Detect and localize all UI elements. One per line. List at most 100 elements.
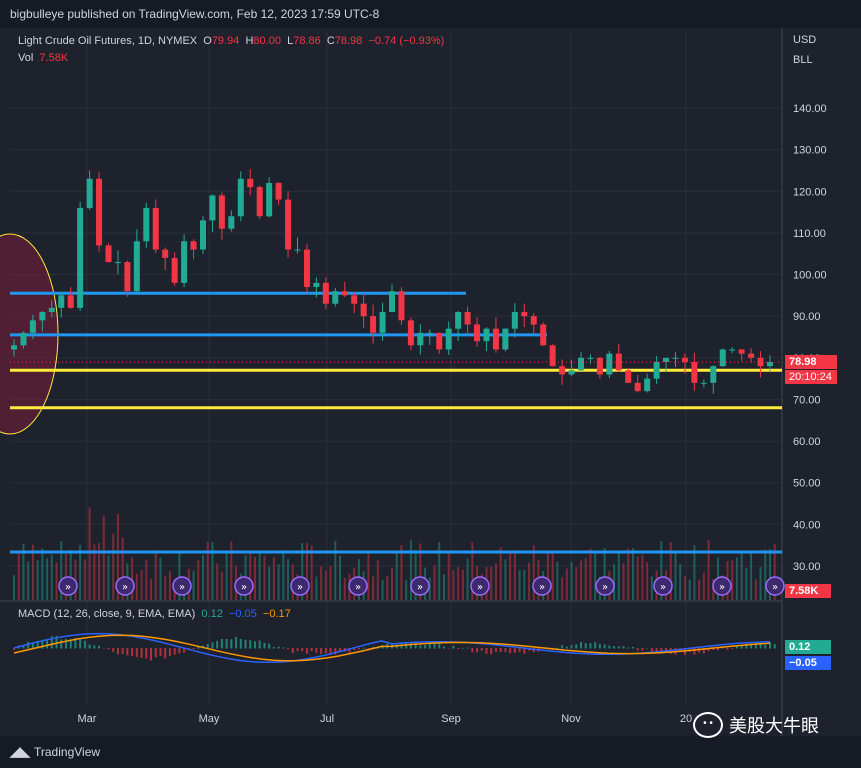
- candle-body[interactable]: [729, 349, 736, 351]
- candle-body[interactable]: [398, 291, 405, 321]
- candle-body[interactable]: [247, 178, 254, 188]
- candle-body[interactable]: [700, 382, 707, 384]
- candle-body[interactable]: [436, 332, 443, 350]
- candle-body[interactable]: [114, 262, 121, 264]
- event-marker-icon[interactable]: [765, 576, 785, 596]
- event-marker-icon[interactable]: [712, 576, 732, 596]
- volume-bar: [381, 579, 384, 600]
- candle-body[interactable]: [672, 357, 679, 359]
- candle-body[interactable]: [209, 195, 216, 221]
- candle-body[interactable]: [596, 357, 603, 375]
- candle-body[interactable]: [143, 207, 150, 242]
- candle-body[interactable]: [124, 262, 131, 292]
- candle-body[interactable]: [719, 349, 726, 367]
- candle-body[interactable]: [48, 307, 55, 313]
- candle-body[interactable]: [360, 303, 367, 317]
- candle-body[interactable]: [578, 357, 584, 371]
- volume-bar: [178, 550, 181, 600]
- candle-body[interactable]: [303, 249, 310, 288]
- candle-body[interactable]: [171, 257, 178, 283]
- candle-body[interactable]: [152, 207, 159, 250]
- candle-body[interactable]: [710, 366, 717, 383]
- macd-histogram-bar: [31, 642, 34, 649]
- macd-histogram-bar: [320, 648, 323, 655]
- candle-body[interactable]: [606, 353, 613, 375]
- event-marker-icon[interactable]: [595, 576, 615, 596]
- candle-body[interactable]: [691, 361, 698, 383]
- candle-body[interactable]: [218, 195, 225, 229]
- candle-body[interactable]: [86, 178, 93, 208]
- candle-body[interactable]: [748, 353, 755, 358]
- candle-body[interactable]: [275, 182, 282, 200]
- candle-body[interactable]: [133, 241, 140, 292]
- candle-body[interactable]: [625, 370, 632, 383]
- candle-body[interactable]: [266, 182, 273, 217]
- candle-body[interactable]: [351, 295, 358, 304]
- candle-body[interactable]: [767, 361, 773, 367]
- candle-body[interactable]: [568, 370, 575, 375]
- candle-body[interactable]: [228, 216, 235, 229]
- candle-body[interactable]: [738, 349, 745, 354]
- candle-body[interactable]: [341, 291, 348, 296]
- candle-body[interactable]: [190, 241, 197, 250]
- candle-body[interactable]: [511, 312, 518, 329]
- event-marker-icon[interactable]: [410, 576, 430, 596]
- candle-body[interactable]: [587, 357, 594, 359]
- candle-body[interactable]: [474, 324, 481, 342]
- candle-body[interactable]: [634, 382, 641, 392]
- candle-body[interactable]: [757, 357, 764, 367]
- candle-body[interactable]: [681, 357, 688, 362]
- event-marker-icon[interactable]: [172, 576, 192, 596]
- candle-body[interactable]: [417, 332, 424, 346]
- candle-body[interactable]: [445, 328, 452, 350]
- candle-body[interactable]: [67, 295, 74, 308]
- candle-body[interactable]: [379, 312, 386, 333]
- candle-body[interactable]: [11, 345, 17, 350]
- candle-body[interactable]: [502, 328, 509, 350]
- event-marker-icon[interactable]: [470, 576, 490, 596]
- event-marker-icon[interactable]: [115, 576, 135, 596]
- candle-body[interactable]: [322, 282, 329, 304]
- candle-body[interactable]: [105, 245, 112, 263]
- candle-body[interactable]: [294, 249, 301, 251]
- candle-body[interactable]: [559, 366, 566, 375]
- candle-body[interactable]: [237, 178, 244, 217]
- candle-body[interactable]: [370, 316, 377, 333]
- candle-body[interactable]: [389, 291, 395, 313]
- candle-body[interactable]: [426, 332, 433, 334]
- candle-body[interactable]: [77, 207, 84, 308]
- candle-body[interactable]: [181, 241, 188, 283]
- candle-body[interactable]: [256, 187, 263, 217]
- candle-body[interactable]: [663, 357, 670, 362]
- candle-body[interactable]: [483, 328, 490, 342]
- candle-body[interactable]: [540, 324, 547, 346]
- candle-body[interactable]: [200, 220, 206, 250]
- candle-body[interactable]: [20, 332, 27, 346]
- candle-body[interactable]: [549, 345, 556, 367]
- event-marker-icon[interactable]: [234, 576, 254, 596]
- candle-body[interactable]: [455, 312, 462, 329]
- event-marker-icon[interactable]: [58, 576, 78, 596]
- candle-body[interactable]: [39, 312, 46, 321]
- event-marker-icon[interactable]: [653, 576, 673, 596]
- candle-body[interactable]: [29, 320, 36, 333]
- volume-bar: [466, 558, 469, 600]
- candle-body[interactable]: [332, 291, 339, 304]
- candle-body[interactable]: [521, 312, 528, 317]
- event-marker-icon[interactable]: [348, 576, 368, 596]
- candle-body[interactable]: [407, 320, 414, 346]
- candle-body[interactable]: [313, 282, 320, 288]
- candle-body[interactable]: [464, 312, 471, 325]
- candle-body[interactable]: [58, 295, 65, 308]
- candle-body[interactable]: [653, 361, 660, 379]
- event-marker-icon[interactable]: [290, 576, 310, 596]
- event-marker-icon[interactable]: [532, 576, 552, 596]
- candle-body[interactable]: [96, 178, 103, 246]
- candle-body[interactable]: [530, 316, 537, 325]
- volume-bar: [263, 555, 266, 600]
- candle-body[interactable]: [162, 249, 169, 258]
- candle-body[interactable]: [492, 328, 499, 350]
- candle-body[interactable]: [285, 199, 292, 250]
- candle-body[interactable]: [644, 378, 651, 392]
